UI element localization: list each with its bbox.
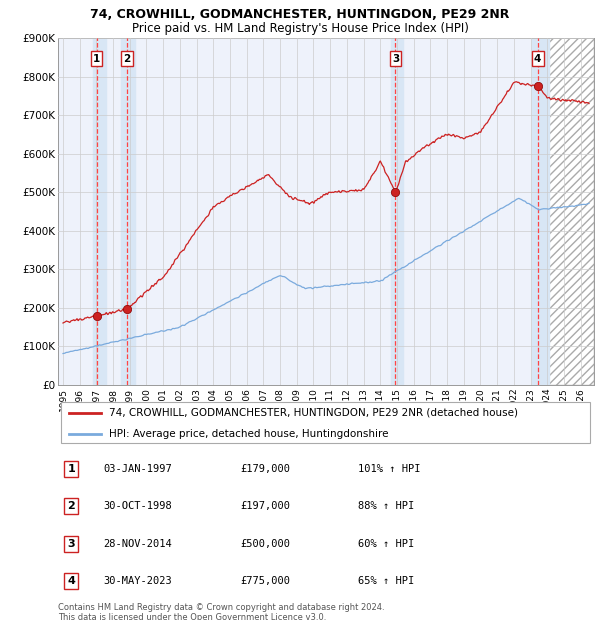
- Text: 4: 4: [67, 576, 76, 587]
- Text: £197,000: £197,000: [240, 501, 290, 512]
- Bar: [93, 38, 106, 385]
- FancyBboxPatch shape: [61, 402, 590, 443]
- Text: 28-NOV-2014: 28-NOV-2014: [104, 539, 172, 549]
- Text: 65% ↑ HPI: 65% ↑ HPI: [358, 576, 415, 587]
- Text: £500,000: £500,000: [240, 539, 290, 549]
- Text: 2: 2: [68, 501, 75, 512]
- Text: Contains HM Land Registry data © Crown copyright and database right 2024.: Contains HM Land Registry data © Crown c…: [58, 603, 385, 612]
- Text: 74, CROWHILL, GODMANCHESTER, HUNTINGDON, PE29 2NR (detached house): 74, CROWHILL, GODMANCHESTER, HUNTINGDON,…: [109, 407, 518, 418]
- Text: This data is licensed under the Open Government Licence v3.0.: This data is licensed under the Open Gov…: [58, 613, 326, 620]
- Text: 1: 1: [93, 53, 100, 64]
- Text: £179,000: £179,000: [240, 464, 290, 474]
- Text: HPI: Average price, detached house, Huntingdonshire: HPI: Average price, detached house, Hunt…: [109, 429, 388, 439]
- Text: 2: 2: [124, 53, 131, 64]
- Text: 60% ↑ HPI: 60% ↑ HPI: [358, 539, 415, 549]
- Text: 30-OCT-1998: 30-OCT-1998: [104, 501, 172, 512]
- Text: 3: 3: [68, 539, 75, 549]
- Text: 30-MAY-2023: 30-MAY-2023: [104, 576, 172, 587]
- Text: 3: 3: [392, 53, 399, 64]
- Text: 4: 4: [534, 53, 541, 64]
- Bar: [532, 38, 549, 385]
- Text: 88% ↑ HPI: 88% ↑ HPI: [358, 501, 415, 512]
- Text: 74, CROWHILL, GODMANCHESTER, HUNTINGDON, PE29 2NR: 74, CROWHILL, GODMANCHESTER, HUNTINGDON,…: [91, 8, 509, 21]
- Text: £775,000: £775,000: [240, 576, 290, 587]
- Bar: [391, 38, 403, 385]
- Text: Price paid vs. HM Land Registry's House Price Index (HPI): Price paid vs. HM Land Registry's House …: [131, 22, 469, 35]
- Bar: [121, 38, 135, 385]
- Text: 101% ↑ HPI: 101% ↑ HPI: [358, 464, 421, 474]
- Text: 1: 1: [68, 464, 75, 474]
- Text: 03-JAN-1997: 03-JAN-1997: [104, 464, 172, 474]
